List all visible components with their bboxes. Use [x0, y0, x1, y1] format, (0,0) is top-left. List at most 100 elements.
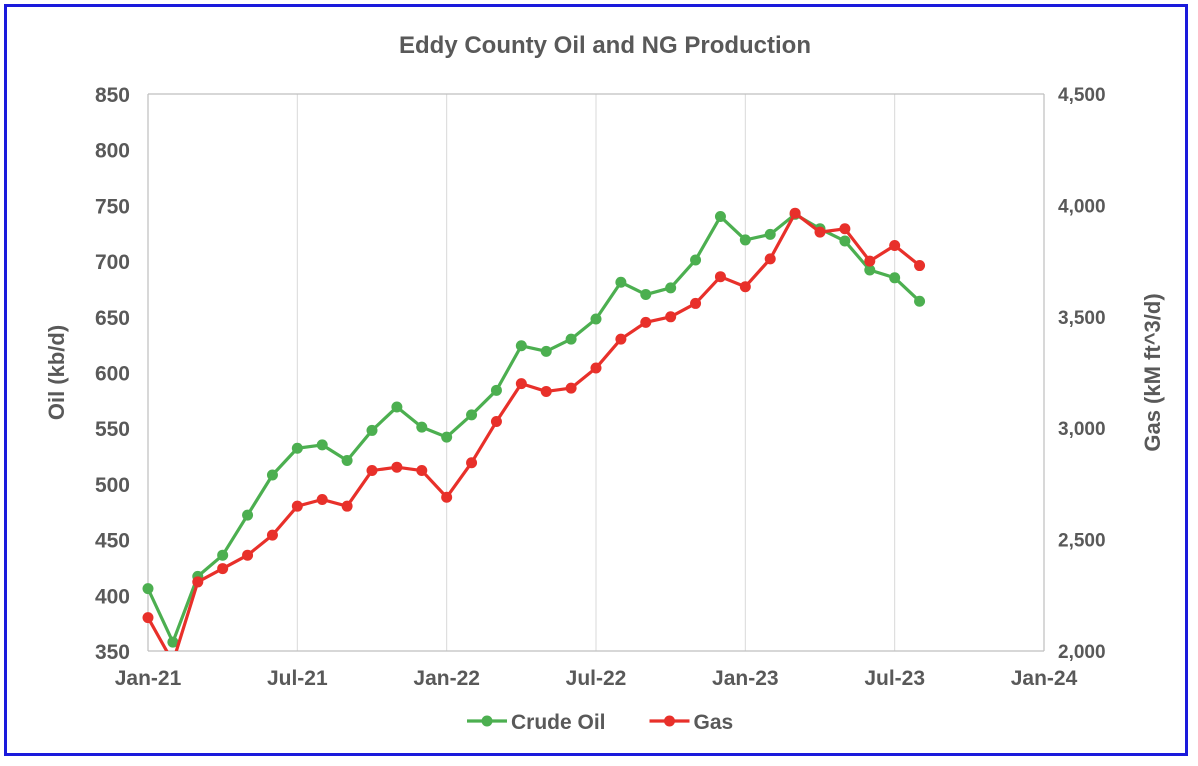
gas-point	[416, 465, 428, 477]
crude-oil-point	[167, 636, 179, 648]
crude-oil-point	[366, 424, 378, 436]
gas-point	[217, 563, 229, 575]
x-tick-label: Jul-22	[566, 667, 627, 690]
left-tick-label: 650	[95, 307, 130, 330]
left-tick-label: 750	[95, 195, 130, 218]
crude-oil-point	[142, 583, 154, 595]
x-tick-label: Jan-23	[712, 667, 779, 690]
left-tick-label: 550	[95, 418, 130, 441]
crude-oil-legend-marker	[481, 715, 493, 727]
right-tick-label: 2,500	[1058, 531, 1106, 552]
gas-point	[341, 500, 353, 512]
gas-point	[565, 382, 577, 394]
crude-oil-point	[764, 228, 776, 240]
gas-legend-label: Gas	[694, 711, 734, 734]
right-tick-label: 4,000	[1058, 196, 1106, 217]
gas-point	[839, 223, 851, 235]
gas-point	[640, 316, 652, 328]
crude-oil-point	[914, 295, 926, 307]
crude-oil-point	[889, 272, 901, 284]
gas-point	[690, 297, 702, 309]
crude-oil-point	[739, 234, 751, 246]
gas-point	[864, 255, 876, 267]
right-tick-label: 3,500	[1058, 308, 1106, 329]
gas-point	[739, 281, 751, 293]
crude-oil-point	[441, 431, 453, 443]
chart: Eddy County Oil and NG Production 350 400…	[44, 32, 1165, 734]
gas-legend-marker	[664, 715, 675, 727]
series	[142, 207, 926, 668]
right-axis-ticks: 2,000 2,500 3,000 3,500 4,000 4,500	[1058, 85, 1106, 663]
chart-frame: Eddy County Oil and NG Production 350 400…	[4, 4, 1188, 756]
left-tick-label: 450	[95, 530, 130, 553]
crude-oil-point	[665, 282, 677, 294]
gas-point	[914, 260, 926, 272]
x-tick-label: Jan-24	[1011, 667, 1078, 690]
x-tick-label: Jan-21	[115, 667, 182, 690]
crude-oil-point	[714, 211, 726, 223]
left-axis-label: Oil (kb/d)	[44, 325, 69, 420]
x-axis-ticks: Jan-21 Jul-21 Jan-22 Jul-22 Jan-23 Jul-23 Jan-…	[115, 667, 1078, 690]
crude-oil-series	[142, 208, 926, 648]
left-tick-label: 500	[95, 474, 130, 497]
crude-oil-point	[416, 421, 428, 433]
crude-oil-point	[540, 345, 552, 357]
legend: Crude Oil Gas	[467, 711, 733, 734]
gas-point	[889, 240, 901, 252]
gas-point	[814, 226, 826, 238]
gas-point	[291, 500, 303, 512]
crude-oil-point	[217, 549, 229, 561]
crude-oil-legend-label: Crude Oil	[511, 711, 606, 734]
crude-oil-point	[242, 509, 254, 521]
gas-point	[316, 493, 328, 505]
gas-point	[391, 461, 403, 473]
crude-oil-point	[839, 235, 851, 247]
right-axis-label: Gas (kM ft^3/d)	[1140, 293, 1165, 451]
crude-oil-line	[146, 212, 921, 644]
left-tick-label: 350	[95, 641, 130, 664]
crude-oil-point	[565, 333, 577, 345]
crude-oil-point	[615, 276, 627, 288]
crude-oil-point	[515, 340, 527, 352]
left-tick-label: 850	[95, 84, 130, 107]
left-tick-label: 800	[95, 140, 130, 163]
gas-point	[764, 253, 776, 265]
gas-point	[490, 416, 502, 428]
right-tick-label: 3,000	[1058, 419, 1106, 440]
crude-oil-point	[316, 439, 328, 451]
crude-oil-point	[291, 442, 303, 454]
crude-oil-point	[864, 264, 876, 276]
gas-point	[615, 333, 627, 345]
gas-point	[142, 612, 154, 624]
crude-oil-point	[690, 254, 702, 266]
gas-point	[590, 362, 602, 374]
gas-point	[665, 311, 677, 323]
crude-oil-point	[391, 401, 403, 413]
axes	[147, 93, 1045, 652]
gas-point	[266, 529, 278, 541]
right-tick-label: 4,500	[1058, 85, 1106, 106]
gas-point	[515, 378, 527, 390]
left-tick-label: 700	[95, 251, 130, 274]
crude-oil-point	[466, 409, 478, 421]
gas-point	[242, 549, 254, 561]
right-tick-label: 2,000	[1058, 642, 1106, 663]
crude-oil-point	[490, 384, 502, 396]
gas-point	[466, 457, 478, 469]
gas-point	[789, 207, 801, 219]
gas-point	[714, 271, 726, 283]
gas-point	[366, 465, 378, 477]
gas-point	[192, 576, 204, 588]
gas-line	[146, 211, 921, 651]
crude-oil-point	[266, 469, 278, 481]
crude-oil-point	[341, 455, 353, 467]
gas-point	[441, 491, 453, 503]
gas-point	[167, 657, 178, 668]
crude-oil-point	[640, 289, 652, 301]
gas-series	[142, 207, 926, 668]
crude-oil-point	[590, 313, 602, 325]
left-tick-label: 600	[95, 363, 130, 386]
x-tick-label: Jul-23	[864, 667, 925, 690]
left-axis-ticks: 350 400 450 500 550 600 650 700 750 800 850	[95, 84, 130, 664]
gas-point	[540, 385, 552, 397]
